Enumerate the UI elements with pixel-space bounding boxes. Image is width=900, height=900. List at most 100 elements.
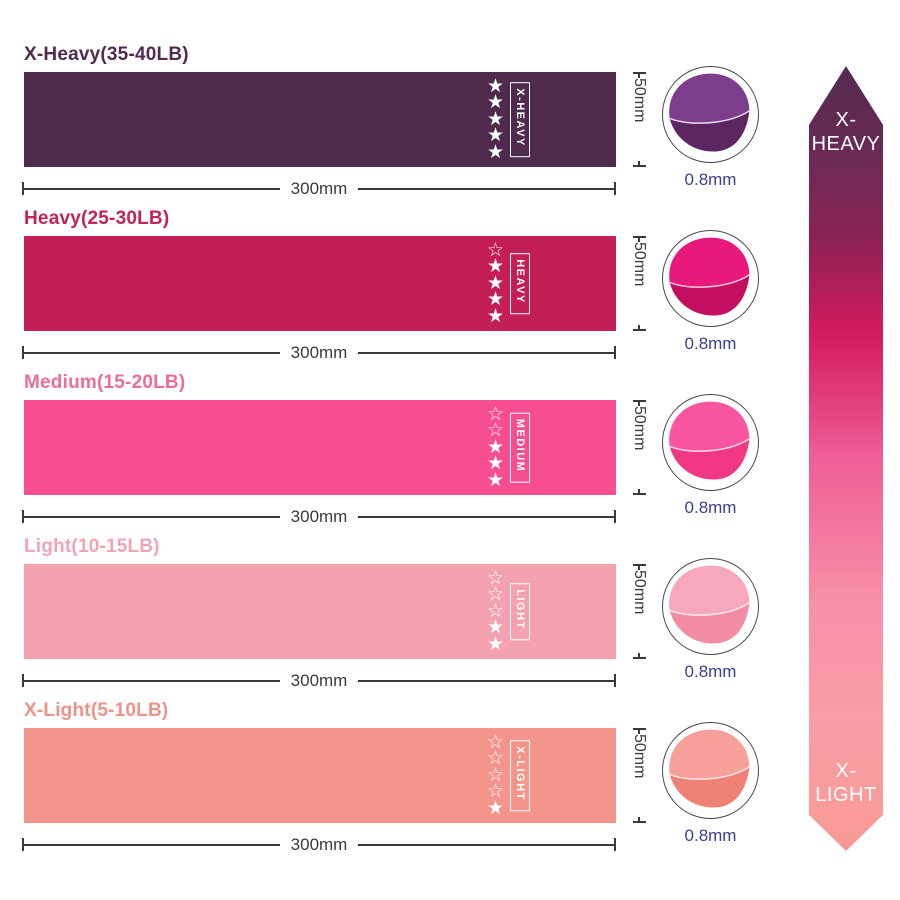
band-label: X-HEAVY <box>514 87 526 147</box>
band-column: X-Heavy(35-40LB) ★ ★ ★ ★ ★ X-HEAVY 300mm <box>0 24 616 197</box>
folded-band-icon <box>669 565 750 644</box>
band-rows: X-Heavy(35-40LB) ★ ★ ★ ★ ★ X-HEAVY 300mm <box>0 24 800 853</box>
dimension-line <box>638 730 640 734</box>
band-label-box: X-HEAVY <box>510 81 530 158</box>
band-label-box: HEAVY <box>510 252 530 315</box>
star-filled-icon: ★ <box>486 91 504 113</box>
star-filled-icon: ★ <box>486 305 504 327</box>
star-empty-icon: ☆ <box>486 747 504 769</box>
width-value: 300mm <box>290 835 348 854</box>
band-label: MEDIUM <box>514 418 526 472</box>
folded-band-icon <box>669 73 750 152</box>
dimension-line <box>358 187 614 190</box>
width-value: 300mm <box>290 179 348 198</box>
band-swatch: ☆ ☆ ☆ ★ ★ LIGHT <box>24 564 616 659</box>
width-value: 300mm <box>290 343 348 362</box>
dimension-line <box>638 489 640 493</box>
dimension-line <box>24 351 280 354</box>
star-empty-icon: ☆ <box>486 731 504 753</box>
dimension-tick-right <box>614 838 616 851</box>
dimension-tick-bottom <box>632 821 646 823</box>
height-value: 50mm <box>631 570 648 615</box>
dimension-line <box>358 515 614 518</box>
star-filled-icon: ★ <box>486 797 504 819</box>
dimension-line <box>638 325 640 329</box>
dimension-tick-top <box>632 72 646 74</box>
star-rating: ☆ ☆ ☆ ★ ★ <box>486 567 504 655</box>
dimension-line <box>638 74 640 78</box>
dimension-tick-bottom <box>632 657 646 659</box>
width-dimension: 300mm <box>22 344 616 361</box>
star-empty-icon: ☆ <box>486 780 504 802</box>
width-value: 300mm <box>290 671 348 690</box>
dimension-line <box>638 161 640 165</box>
dimension-tick-left <box>22 346 24 359</box>
star-filled-icon: ★ <box>486 141 504 163</box>
dimension-tick-right <box>614 510 616 523</box>
thickness-value: 0.8mm <box>684 662 737 681</box>
dimension-line <box>638 402 640 406</box>
dimension-line <box>358 843 614 846</box>
dimension-tick-right <box>614 182 616 195</box>
star-empty-icon: ☆ <box>486 600 504 622</box>
band-row: X-Light(5-10LB) ☆ ☆ ☆ ☆ ★ X-LIGHT 300mm <box>0 680 800 853</box>
folded-band-icon <box>669 729 750 808</box>
star-empty-icon: ☆ <box>486 567 504 589</box>
dimension-line <box>638 238 640 242</box>
dimension-line <box>638 653 640 657</box>
dimension-tick-right <box>614 674 616 687</box>
dimension-line <box>24 843 280 846</box>
folded-band-photo <box>662 558 759 655</box>
folded-band-photo <box>662 230 759 327</box>
folded-band-icon <box>669 401 750 480</box>
star-filled-icon: ★ <box>486 272 504 294</box>
band-label: LIGHT <box>514 588 526 630</box>
thickness-column: 0.8mm <box>662 66 759 197</box>
dimension-line <box>24 515 280 518</box>
star-filled-icon: ★ <box>486 469 504 491</box>
strength-gradient-arrow: X- HEAVY X- LIGHT <box>809 66 883 851</box>
thickness-column: 0.8mm <box>662 394 759 525</box>
folded-band-icon <box>669 237 750 316</box>
width-dimension: 300mm <box>22 180 616 197</box>
folded-band-photo <box>662 722 759 819</box>
star-filled-icon: ★ <box>486 452 504 474</box>
star-filled-icon: ★ <box>486 124 504 146</box>
band-row: X-Heavy(35-40LB) ★ ★ ★ ★ ★ X-HEAVY 300mm <box>0 24 800 197</box>
star-filled-icon: ★ <box>486 255 504 277</box>
band-column: Light(10-15LB) ☆ ☆ ☆ ★ ★ LIGHT 300mm <box>0 516 616 689</box>
star-filled-icon: ★ <box>486 633 504 655</box>
band-label: X-LIGHT <box>514 745 526 801</box>
band-label: HEAVY <box>514 258 526 304</box>
dimension-tick-top <box>632 728 646 730</box>
gradient-bottom-label: X- LIGHT <box>815 760 877 806</box>
dimension-tick-top <box>632 400 646 402</box>
width-dimension: 300mm <box>22 672 616 689</box>
dimension-tick-left <box>22 838 24 851</box>
band-row: Medium(15-20LB) ☆ ☆ ★ ★ ★ MEDIUM 300mm <box>0 352 800 525</box>
height-dimension: 50mm <box>616 564 662 659</box>
thickness-value: 0.8mm <box>684 498 737 517</box>
height-dimension: 50mm <box>616 728 662 823</box>
band-label-box: LIGHT <box>510 582 530 641</box>
dimension-line <box>24 187 280 190</box>
thickness-value: 0.8mm <box>684 826 737 845</box>
star-rating: ☆ ☆ ☆ ☆ ★ <box>486 731 504 819</box>
folded-band-photo <box>662 66 759 163</box>
thickness-column: 0.8mm <box>662 230 759 361</box>
star-filled-icon: ★ <box>486 436 504 458</box>
width-value: 300mm <box>290 507 348 526</box>
band-column: X-Light(5-10LB) ☆ ☆ ☆ ☆ ★ X-LIGHT 300mm <box>0 680 616 853</box>
star-filled-icon: ★ <box>486 108 504 130</box>
height-value: 50mm <box>631 734 648 779</box>
gradient-top-label: X- HEAVY <box>811 109 881 155</box>
thickness-column: 0.8mm <box>662 722 759 853</box>
height-value: 50mm <box>631 406 648 451</box>
height-value: 50mm <box>631 242 648 287</box>
band-title: Heavy(25-30LB) <box>24 208 170 229</box>
dimension-tick-bottom <box>632 165 646 167</box>
dimension-line <box>638 566 640 570</box>
height-dimension: 50mm <box>616 72 662 167</box>
dimension-line <box>638 817 640 821</box>
